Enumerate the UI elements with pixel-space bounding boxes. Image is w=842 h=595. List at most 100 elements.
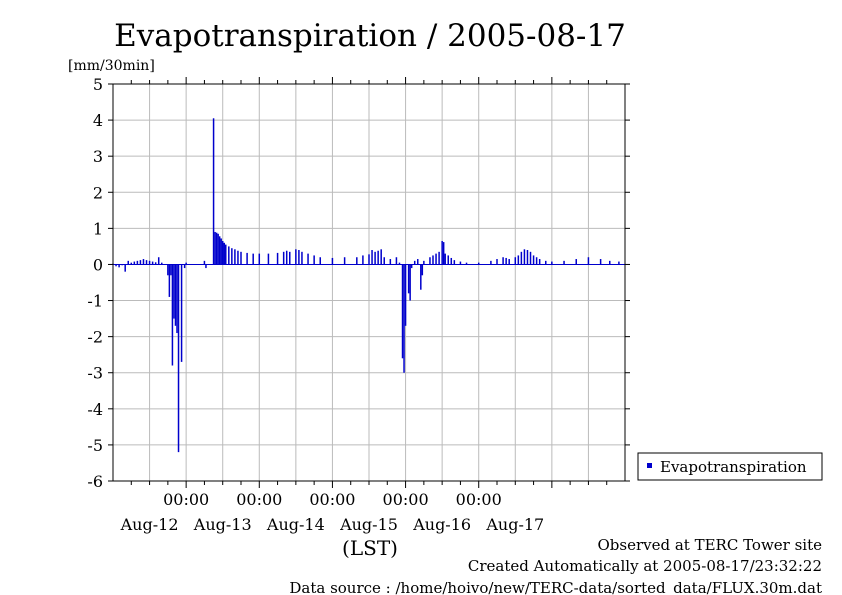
bar (409, 264, 411, 301)
legend-box (637, 452, 823, 481)
bar (538, 259, 541, 265)
bar (136, 260, 139, 265)
bar (313, 255, 315, 265)
y-tick-label: 0 (93, 255, 103, 274)
bar (276, 252, 279, 265)
bar (246, 252, 248, 265)
bar (139, 260, 142, 265)
bar (142, 259, 145, 265)
grid (113, 83, 625, 482)
bar (368, 254, 370, 265)
x-date-label: Aug-17 (485, 515, 544, 534)
bar (413, 260, 416, 265)
y-tick-label: -4 (87, 400, 103, 419)
bar (599, 259, 602, 265)
bar (442, 242, 445, 265)
y-axis-unit: [mm/30min] (68, 58, 155, 74)
bar (237, 250, 239, 265)
bar (161, 262, 163, 265)
bar (429, 257, 431, 265)
bar (490, 260, 492, 265)
bar (214, 231, 216, 265)
bar (154, 262, 157, 265)
bar (374, 251, 376, 265)
bar (215, 232, 218, 265)
y-tick-label: -1 (87, 292, 103, 311)
bar (252, 253, 254, 265)
bar (343, 257, 346, 265)
bar (234, 249, 236, 265)
y-tick-label: 3 (93, 147, 103, 166)
bar (217, 233, 219, 265)
bar (173, 264, 175, 319)
bar (403, 264, 405, 373)
bar (420, 264, 422, 290)
bar (356, 257, 358, 265)
bar (174, 264, 177, 326)
y-tick-label: -3 (87, 364, 103, 383)
y-tick-label: 2 (93, 183, 103, 202)
bar (421, 264, 424, 276)
bar (180, 264, 183, 362)
bar (301, 251, 303, 265)
bar (496, 259, 498, 265)
bar (157, 257, 160, 265)
bar (609, 260, 611, 265)
bar (212, 118, 215, 265)
y-tick-label: 1 (93, 219, 103, 238)
footer-created: Created Automatically at 2005-08-17/23:3… (468, 557, 822, 575)
bar (401, 264, 404, 359)
bar (423, 260, 425, 265)
bar (183, 264, 186, 269)
bar (587, 257, 590, 265)
bar (532, 255, 535, 265)
bar (502, 257, 504, 265)
bar (432, 255, 434, 265)
bar (228, 246, 230, 265)
bar (170, 264, 172, 276)
bar (459, 261, 462, 265)
bar (545, 260, 547, 265)
bar (231, 248, 233, 265)
bar (167, 264, 169, 276)
bar (130, 262, 133, 265)
bar (465, 262, 468, 265)
bar (435, 253, 437, 265)
bar (383, 257, 385, 265)
bar (225, 244, 227, 265)
bar (133, 261, 136, 265)
bar (177, 264, 180, 453)
bar (563, 260, 565, 265)
bar (618, 261, 620, 265)
x-axis-label: (LST) (342, 536, 398, 560)
bar (523, 249, 526, 265)
bar (298, 250, 300, 265)
bar (508, 259, 510, 265)
bar (289, 251, 291, 265)
bar (205, 264, 207, 269)
x-date-label: Aug-16 (412, 515, 471, 534)
bar (575, 259, 577, 265)
bar (371, 250, 373, 265)
x-tick-label: 00:00 (309, 490, 355, 509)
chart-title: Evapotranspiration / 2005-08-17 (114, 18, 626, 54)
bar (307, 253, 309, 265)
bar (258, 253, 261, 265)
footer-source: Data source : /home/hoivo/new/TERC-data/… (289, 579, 822, 595)
bar (417, 259, 419, 265)
x-tick-label: 00:00 (163, 490, 209, 509)
x-tick-label: 00:00 (236, 490, 282, 509)
bar (295, 249, 297, 265)
bar (398, 262, 401, 265)
bar (240, 251, 242, 265)
bar (151, 261, 154, 265)
bar (168, 264, 171, 297)
y-tick-label: 4 (93, 111, 103, 130)
bar (319, 257, 321, 265)
footer-observed: Observed at TERC Tower site (597, 536, 822, 554)
bar (331, 257, 334, 265)
bar (529, 251, 532, 265)
bar (148, 260, 151, 265)
bar (171, 264, 174, 366)
bar (514, 257, 517, 265)
